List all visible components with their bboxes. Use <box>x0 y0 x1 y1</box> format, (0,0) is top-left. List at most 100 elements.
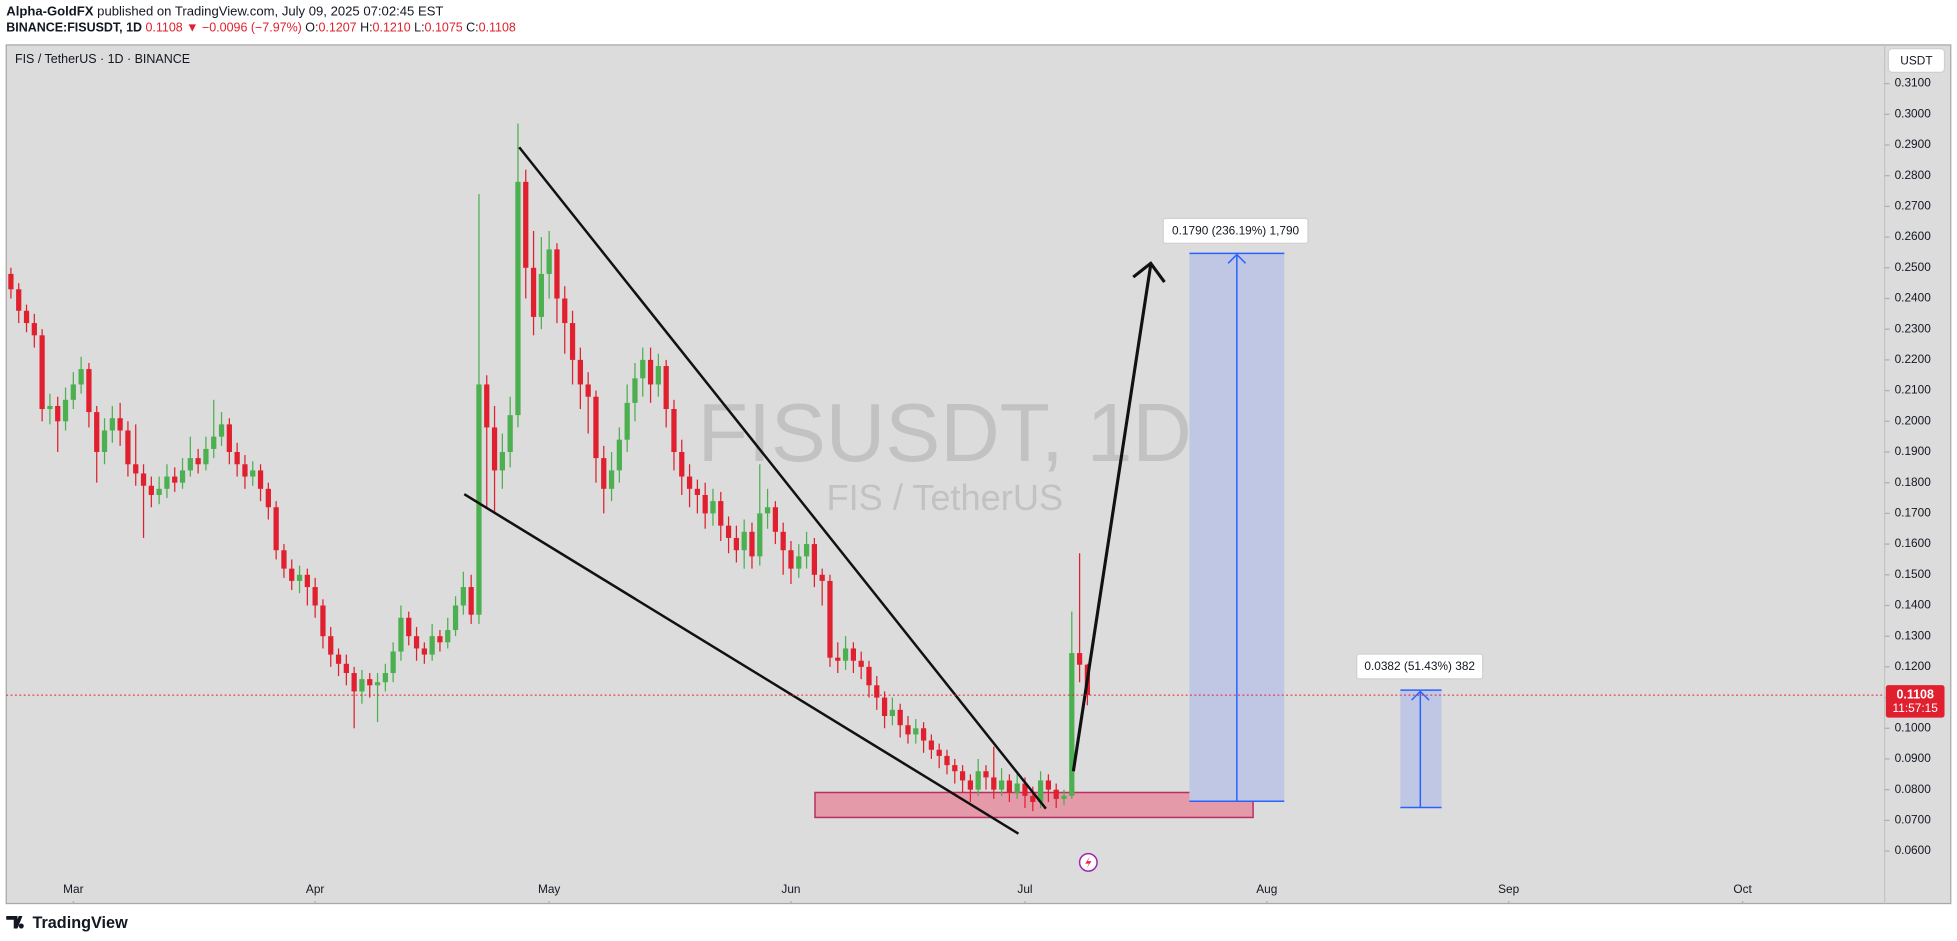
candle-body <box>780 531 786 551</box>
footer-logo[interactable]: TradingView <box>6 914 128 932</box>
last-price-label: 0.1108 <box>1896 687 1934 701</box>
candle-body <box>718 501 724 526</box>
ohlc-label: C: <box>466 21 478 35</box>
y-tick-label: 0.3000 <box>1895 106 1932 120</box>
candle-body <box>928 740 935 750</box>
candle-body <box>842 648 849 661</box>
y-tick-label: 0.1600 <box>1895 536 1932 550</box>
candle-body <box>1045 780 1052 790</box>
y-tick-label: 0.3100 <box>1895 76 1932 90</box>
candle-body <box>86 369 92 413</box>
candle-body <box>905 725 911 735</box>
last: 0.1108 <box>145 21 182 35</box>
candle-body <box>601 458 607 489</box>
candle-body <box>250 470 256 477</box>
events-icon[interactable] <box>1078 852 1098 872</box>
candle-body <box>382 673 388 683</box>
author[interactable]: Alpha-GoldFX <box>6 4 94 19</box>
candle-body <box>632 378 638 403</box>
candle-body <box>218 424 225 437</box>
y-tick-label: 0.2800 <box>1895 168 1932 182</box>
countdown: 11:57:15 <box>1893 701 1939 715</box>
candle-body <box>608 470 615 489</box>
candle-body <box>803 544 810 557</box>
candle-body <box>31 323 37 336</box>
published: published on TradingView.com, July 09, 2… <box>97 4 443 19</box>
candles <box>8 123 1091 812</box>
candle-body <box>374 682 381 686</box>
target-label-box <box>1162 217 1309 244</box>
axes: 0.3100 0.3000 0.2900 0.2800 0.2700 0.2600 0.25… <box>63 76 1931 904</box>
candle-body <box>109 418 115 431</box>
candle-body <box>1076 653 1083 665</box>
candle-body <box>226 424 232 452</box>
change: ▼ −0.0096 (−7.97%) <box>186 21 302 35</box>
quote-line: BINANCE:FISUSDT, 1D 0.1108 ▼ −0.0096 (−7… <box>6 21 516 35</box>
candle-body <box>975 771 981 790</box>
publish-line: Alpha-GoldFX published on TradingView.co… <box>6 4 443 19</box>
candle-body <box>702 494 708 514</box>
candle-body <box>445 630 451 643</box>
candle-body <box>913 728 919 735</box>
candle-body <box>671 409 677 452</box>
candle-body <box>257 470 264 489</box>
currency-button[interactable] <box>1887 48 1946 74</box>
candle-body <box>616 439 622 471</box>
ohlc-label: H: <box>360 21 372 35</box>
candle-body <box>491 427 498 471</box>
candle-body <box>757 513 763 557</box>
candle-body <box>881 697 888 716</box>
candle-body <box>289 568 295 581</box>
candle-body <box>694 488 700 495</box>
y-tick-label: 0.1400 <box>1895 598 1932 612</box>
candle-body <box>936 749 942 756</box>
candle-body <box>655 366 661 385</box>
symbol: BINANCE:FISUSDT, 1D <box>6 21 142 35</box>
candle-body <box>686 476 693 489</box>
candle-body <box>562 298 568 324</box>
candle-body <box>273 507 279 551</box>
candle-body <box>359 679 365 692</box>
candle-body <box>452 605 459 631</box>
target-label-box <box>1356 653 1484 680</box>
candle-body <box>788 550 794 569</box>
candle-body <box>827 580 833 658</box>
candle-body <box>468 587 474 615</box>
candle-body <box>679 451 685 477</box>
candle-body <box>156 488 162 495</box>
y-tick-label: 0.0700 <box>1895 812 1932 826</box>
candle-body <box>367 679 373 686</box>
candle-body <box>125 430 131 465</box>
candle-body <box>811 544 817 575</box>
brand[interactable]: TradingView <box>32 914 128 932</box>
logo-mark <box>6 916 24 929</box>
candle-body <box>187 458 193 471</box>
candle-body <box>148 485 154 495</box>
x-tick-label: Jul <box>1017 882 1032 896</box>
candle-body <box>281 550 287 569</box>
candle-body <box>265 488 271 508</box>
candle-body <box>296 574 303 581</box>
candle-body <box>741 531 747 551</box>
currency[interactable]: USDT <box>1900 53 1932 67</box>
candle-body <box>577 359 583 385</box>
candle-body <box>335 654 342 664</box>
y-tick-label: 0.1700 <box>1895 506 1932 520</box>
y-tick-label: 0.1000 <box>1895 720 1932 734</box>
candle-body <box>164 476 170 489</box>
candle-body <box>460 587 466 606</box>
candle-body <box>1030 795 1036 802</box>
candle-body <box>647 359 654 385</box>
event-bolt <box>1085 856 1092 869</box>
candle-body <box>1006 780 1013 793</box>
target-label: 0.0382 (51.43%) 382 <box>1364 659 1475 673</box>
candle-body <box>640 359 646 379</box>
y-tick-label: 0.2700 <box>1895 199 1932 213</box>
y-tick-label: 0.1900 <box>1895 444 1932 458</box>
y-tick-label: 0.0600 <box>1895 843 1932 857</box>
candle-body <box>390 651 396 674</box>
candle-body <box>991 777 997 790</box>
y-tick-label: 0.2200 <box>1895 352 1932 366</box>
